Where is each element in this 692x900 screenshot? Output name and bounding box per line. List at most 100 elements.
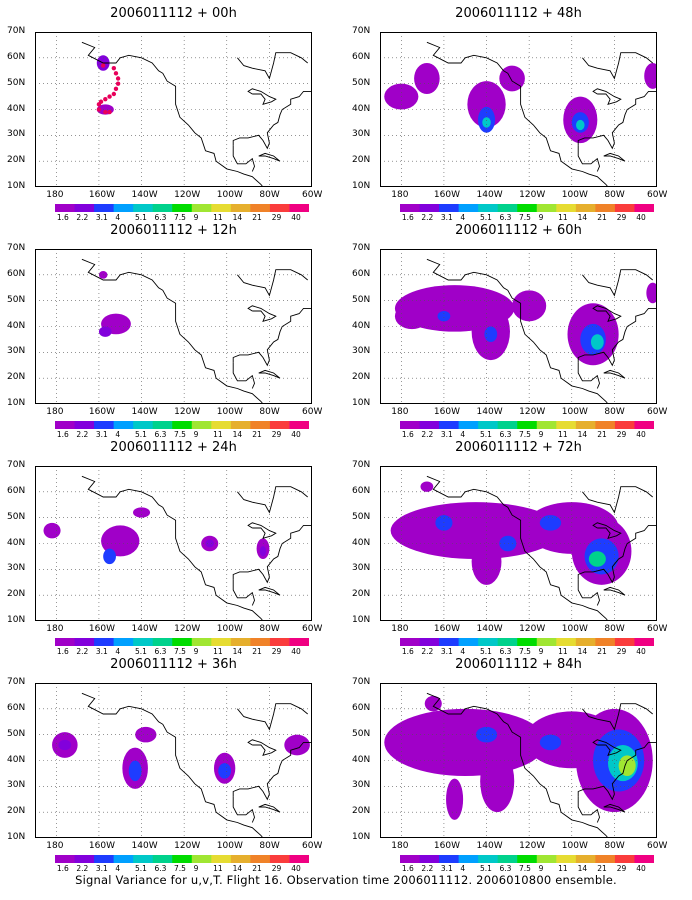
colorbar-swatch [211,204,232,212]
panel-title: 2006011112 + 36h [110,657,237,672]
colorbar-label: 3.1 [440,430,453,439]
lon-tick-label: 120W [174,190,201,200]
lon-tick-label: 180 [46,624,64,634]
variance-contour [218,763,232,779]
colorbar-label: 21 [252,864,262,873]
coastline [603,369,626,379]
colorbar-label: 2.2 [421,213,434,222]
colorbar-label: 1.6 [401,213,414,222]
colorbar-label: 2.2 [76,430,89,439]
colorbar-label: 9 [538,430,544,439]
colorbar-label: 2.2 [421,864,434,873]
colorbar-swatch [575,421,596,429]
colorbar-swatch [250,204,271,212]
lat-tick-label: 60N [7,51,26,62]
coastline [81,258,264,404]
observation-point [113,86,119,92]
lon-tick-label: 140W [476,841,503,851]
colorbar-swatch [575,855,596,863]
colorbar-swatch [478,638,499,646]
lon-tick-label: 120W [519,407,546,417]
observation-point [100,63,106,68]
lon-tick-label: 100W [561,190,588,200]
variance-contour [644,63,657,89]
lon-tick-label: 100W [216,624,243,634]
lat-tick-label: 40N [352,537,371,548]
colorbar-swatch [191,638,212,646]
variance-contour [98,326,112,337]
colorbar-label: 29 [616,864,627,873]
lat-tick-label: 20N [352,372,371,383]
variance-contour [101,525,140,557]
colorbar-label: 6.3 [154,213,167,222]
observation-point [113,71,119,76]
colorbar-swatch [211,421,232,429]
lat-tick-label: 40N [352,754,371,765]
colorbar-swatch [634,855,654,863]
colorbar-label: 4 [115,213,121,222]
lon-tick-label: 160W [433,624,460,634]
lon-tick-label: 80W [604,407,625,417]
variance-contour [482,117,491,128]
colorbar-swatch [556,638,577,646]
colorbar-swatch [191,421,212,429]
colorbar-label: 3.1 [95,213,108,222]
lon-tick-label: 160W [433,407,460,417]
colorbar-swatch [133,638,154,646]
colorbar-label: 14 [577,213,588,222]
lon-tick-label: 120W [519,841,546,851]
lon-tick-label: 160W [433,190,460,200]
lon-tick-label: 140W [476,624,503,634]
colorbar-swatch [614,855,635,863]
colorbar-swatch [250,421,271,429]
panel-title: 2006011112 + 00h [110,6,237,21]
lon-tick-label: 100W [216,841,243,851]
variance-map-00h [35,32,312,187]
colorbar-swatch [250,855,271,863]
colorbar-label: 14 [577,864,588,873]
lon-tick-label: 100W [561,841,588,851]
colorbar-label: 6.3 [154,430,167,439]
lon-tick-label: 100W [216,190,243,200]
coastline [592,88,622,105]
coastline [232,524,312,584]
colorbar-swatch [113,421,134,429]
variance-map-48h [380,32,657,187]
lat-tick-label: 40N [7,103,26,114]
coastline [582,52,653,80]
colorbar-label: 4 [115,430,121,439]
colorbar-label: 2.2 [421,647,434,656]
lon-tick-label: 60W [647,190,668,200]
colorbar-swatch [497,421,518,429]
coastline [603,803,626,813]
lon-tick-label: 180 [46,190,64,200]
lon-tick-label: 180 [46,407,64,417]
colorbar-swatch [113,855,134,863]
lat-tick-label: 10N [7,181,26,191]
colorbar-label: 2.2 [76,647,89,656]
coastline [247,305,277,322]
lat-tick-label: 50N [7,294,26,305]
variance-map-84h [380,683,657,838]
colorbar-swatch [55,638,76,646]
panel-title: 2006011112 + 72h [455,440,582,455]
colorbar-swatch [497,204,518,212]
colorbar-label: 29 [271,647,282,656]
variance-contour [446,778,464,820]
lat-tick-label: 20N [7,155,26,166]
colorbar-swatch [289,421,309,429]
observation-point [96,102,102,107]
colorbar-label: 6.3 [154,864,167,873]
variance-contour [484,326,498,342]
colorbar-swatch [517,638,538,646]
coastline [232,362,255,389]
lon-tick-label: 180 [391,190,409,200]
colorbar-swatch [556,421,577,429]
colorbar-label: 9 [193,647,199,656]
lon-tick-label: 80W [604,841,625,851]
colorbar-swatch [517,204,538,212]
lat-tick-label: 30N [352,129,371,140]
colorbar-label: 1.6 [56,213,69,222]
colorbar-swatch [269,638,290,646]
lon-tick-label: 180 [391,841,409,851]
